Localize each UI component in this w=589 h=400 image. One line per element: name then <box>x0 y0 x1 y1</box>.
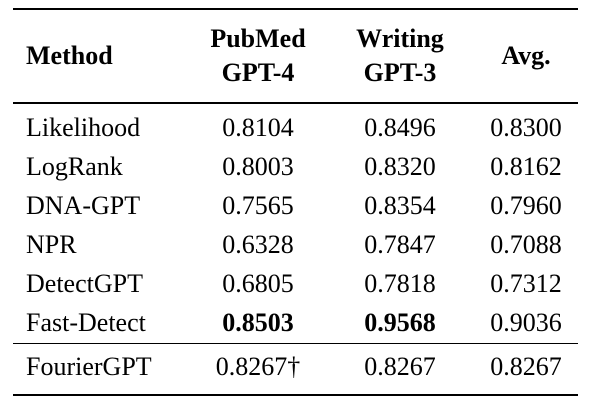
cell-pubmed: 0.8003 <box>222 152 294 181</box>
header-avg: Avg. <box>501 41 551 70</box>
cell-writing: 0.7847 <box>364 230 436 259</box>
cell-writing: 0.8320 <box>364 152 436 181</box>
cell-avg: 0.7312 <box>490 269 562 298</box>
header-writing-line1: Writing <box>356 24 444 53</box>
cell-writing: 0.7818 <box>364 269 436 298</box>
cell-pubmed: 0.6328 <box>222 230 294 259</box>
cell-avg: 0.7088 <box>490 230 562 259</box>
header-method: Method <box>26 41 113 70</box>
cell-pubmed: 0.7565 <box>222 191 294 220</box>
cell-method: DetectGPT <box>26 269 143 298</box>
table-top-rule <box>13 8 578 10</box>
cell-pubmed: 0.6805 <box>222 269 294 298</box>
cell-pubmed: 0.8503 <box>222 308 294 337</box>
table-separator-rule <box>13 343 578 345</box>
footer-writing: 0.8267 <box>364 352 436 381</box>
cell-avg: 0.9036 <box>490 308 562 337</box>
cell-avg: 0.7960 <box>490 191 562 220</box>
footer-pubmed: 0.8267† <box>215 352 301 381</box>
cell-avg: 0.8300 <box>490 113 562 142</box>
cell-method: Likelihood <box>26 113 141 142</box>
header-pubmed-line1: PubMed <box>210 24 306 53</box>
cell-writing: 0.9568 <box>364 308 436 337</box>
cell-writing: 0.8496 <box>364 113 436 142</box>
footer-method: FourierGPT <box>26 352 152 381</box>
cell-writing: 0.8354 <box>364 191 436 220</box>
table-bottom-rule <box>13 394 578 396</box>
cell-avg: 0.8162 <box>490 152 562 181</box>
footer-avg: 0.8267 <box>490 352 562 381</box>
cell-method: DNA-GPT <box>26 191 141 220</box>
cell-method: LogRank <box>26 152 123 181</box>
table-header-rule <box>13 102 578 104</box>
cell-method: NPR <box>26 230 77 259</box>
cell-method: Fast-Detect <box>26 308 146 337</box>
header-writing-line2: GPT-3 <box>363 58 437 87</box>
header-pubmed-line2: GPT-4 <box>221 58 295 87</box>
cell-pubmed: 0.8104 <box>222 113 294 142</box>
